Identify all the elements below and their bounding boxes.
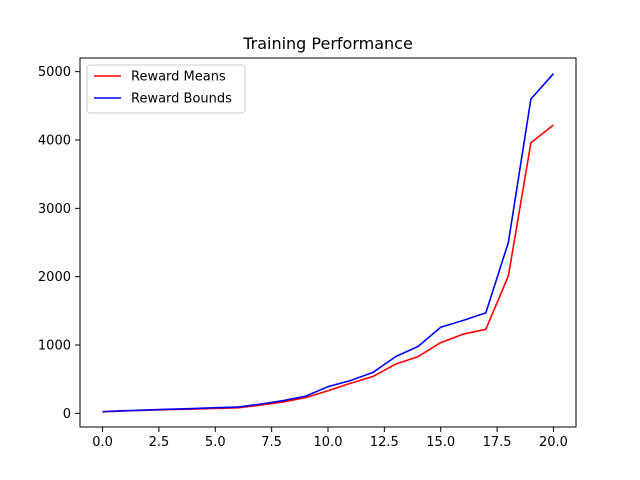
legend: Reward Means Reward Bounds: [86, 64, 246, 114]
y-tick-label: 4000: [38, 134, 71, 149]
y-tick-label: 1000: [38, 339, 71, 354]
y-tick-label: 5000: [38, 65, 71, 80]
x-tick-label: 5.0: [205, 435, 226, 450]
plot-frame: [79, 57, 577, 428]
x-tick-label: 12.5: [370, 435, 399, 450]
legend-label: Reward Bounds: [131, 92, 232, 107]
chart-title: Training Performance: [242, 34, 413, 53]
x-tick-label: 10.0: [314, 435, 343, 450]
legend-label: Reward Means: [131, 70, 226, 85]
x-axis: 0.0 2.5 5.0 7.5 10.0 12.5 15.0 17.5 20.0: [92, 427, 568, 450]
x-tick-label: 0.0: [92, 435, 113, 450]
y-tick-label: 3000: [38, 202, 71, 217]
legend-box: [86, 64, 246, 114]
x-tick-label: 7.5: [261, 435, 282, 450]
y-axis: 0 1000 2000 3000 4000 5000: [38, 65, 80, 422]
y-tick-label: 2000: [38, 270, 71, 285]
x-tick-label: 20.0: [539, 435, 568, 450]
series-line-reward-bounds: [102, 73, 555, 413]
x-tick-label: 17.5: [483, 435, 512, 450]
x-tick-label: 2.5: [149, 435, 170, 450]
plot-area: [102, 73, 555, 413]
series-line-reward-means: [102, 124, 554, 413]
x-tick-label: 15.0: [426, 435, 455, 450]
y-tick-label: 0: [63, 407, 71, 422]
